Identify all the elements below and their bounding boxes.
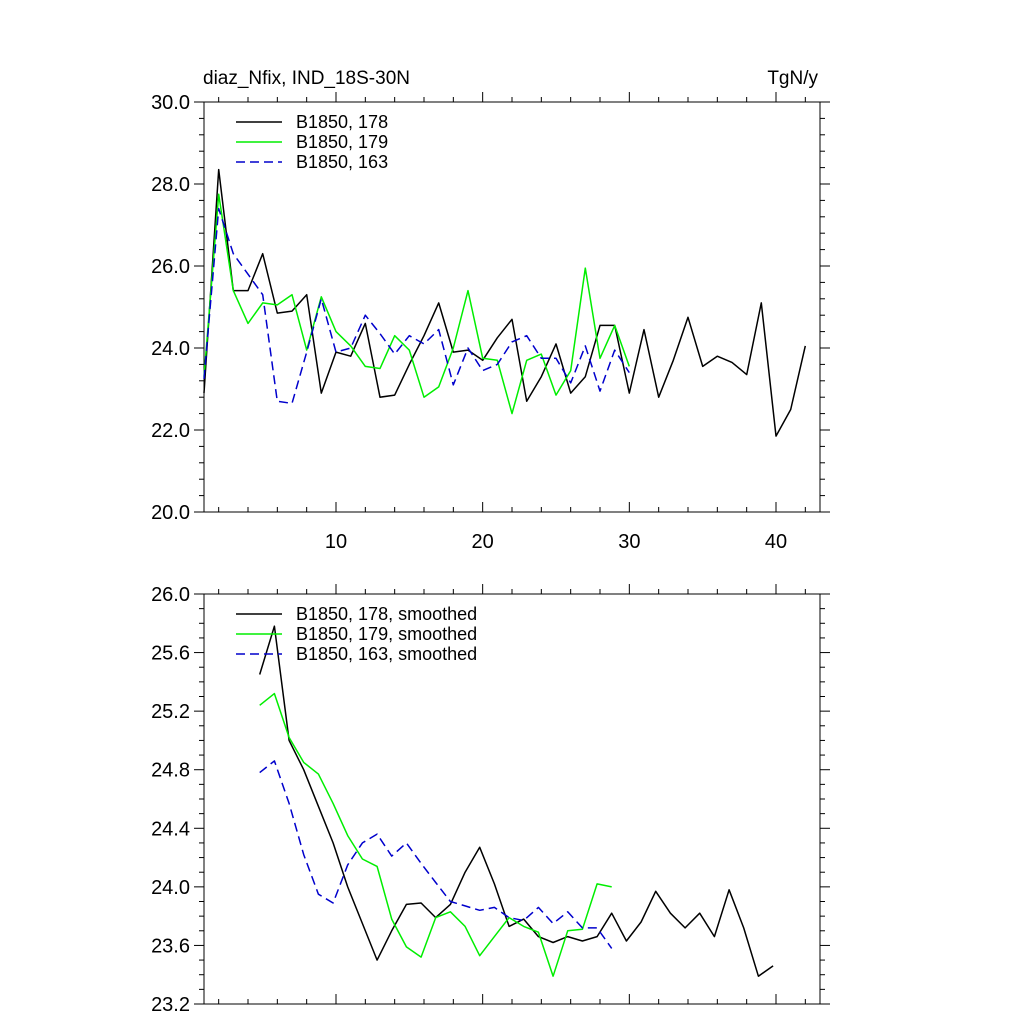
chart-title: diaz_Nfix, IND_18S-30N (203, 68, 410, 89)
legend-label-179: B1850, 179 (296, 132, 388, 152)
units-label: TgN/y (767, 68, 818, 89)
top-axis-labels: 10 20 30 40 20.0 22.0 24.0 26.0 28.0 30.0 (151, 92, 787, 553)
y-tick-label: 26.0 (151, 584, 190, 606)
y-tick-label: 20.0 (151, 502, 190, 524)
bottom-legend: B1850, 178, smoothed B1850, 179, smoothe… (236, 604, 477, 664)
bottom-series-group (258, 625, 774, 977)
x-tick-label: 40 (765, 531, 787, 553)
x-tick-label: 20 (472, 531, 494, 553)
y-tick-label: 30.0 (151, 92, 190, 114)
y-tick-label: 24.4 (151, 818, 190, 840)
y-tick-label: 25.2 (151, 701, 190, 723)
y-tick-label: 23.6 (151, 935, 190, 957)
series-line (203, 207, 630, 405)
y-tick-label: 23.2 (151, 994, 190, 1016)
series-line (203, 193, 631, 415)
series-line (258, 625, 774, 977)
series-line (203, 168, 807, 437)
y-tick-label: 24.0 (151, 877, 190, 899)
series-line (259, 760, 613, 949)
series-line (259, 692, 612, 977)
top-legend: B1850, 178 B1850, 179 B1850, 163 (236, 112, 388, 172)
legend-label-163-smoothed: B1850, 163, smoothed (296, 644, 477, 664)
y-tick-label: 24.8 (151, 760, 190, 782)
legend-label-178: B1850, 178 (296, 112, 388, 132)
legend-label-178-smoothed: B1850, 178, smoothed (296, 604, 477, 624)
y-tick-label: 25.6 (151, 643, 190, 665)
y-tick-label: 22.0 (151, 420, 190, 442)
bottom-panel: 23.2 23.6 24.0 24.4 24.8 25.2 25.6 26.0 B1850, … (151, 584, 830, 1016)
top-panel: diaz_Nfix, IND_18S-30N TgN/y 10 20 30 40 20.… (151, 68, 830, 553)
legend-label-163: B1850, 163 (296, 152, 388, 172)
legend-label-179-smoothed: B1850, 179, smoothed (296, 624, 477, 644)
y-tick-label: 24.0 (151, 338, 190, 360)
bottom-axis-ticks (194, 584, 830, 1005)
y-tick-label: 26.0 (151, 256, 190, 278)
bottom-axis-labels: 23.2 23.6 24.0 24.4 24.8 25.2 25.6 26.0 (151, 584, 190, 1016)
y-tick-label: 28.0 (151, 174, 190, 196)
top-series-group (203, 168, 807, 437)
top-axis-ticks (194, 92, 830, 513)
x-tick-label: 10 (325, 531, 347, 553)
x-tick-label: 30 (618, 531, 640, 553)
